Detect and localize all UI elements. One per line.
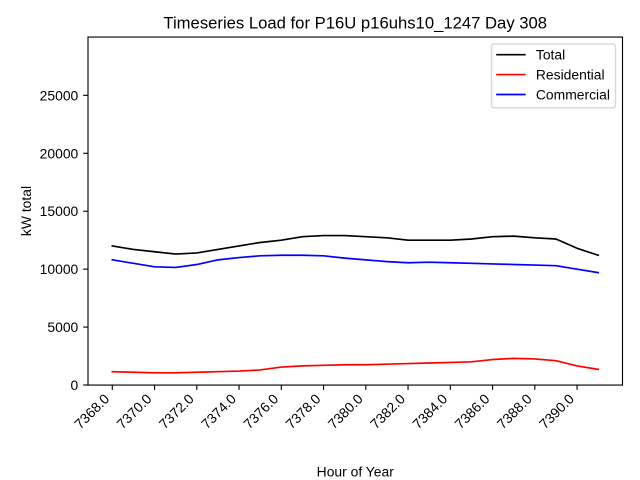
svg-text:20000: 20000 bbox=[40, 145, 79, 161]
svg-text:25000: 25000 bbox=[40, 87, 79, 103]
svg-text:Residential: Residential bbox=[536, 66, 605, 82]
svg-text:kW total: kW total bbox=[18, 186, 34, 236]
svg-text:5000: 5000 bbox=[47, 319, 78, 335]
svg-text:Timeseries Load for P16U p16uh: Timeseries Load for P16U p16uhs10_1247 D… bbox=[163, 14, 547, 33]
svg-text:0: 0 bbox=[71, 377, 79, 393]
svg-text:10000: 10000 bbox=[40, 261, 79, 277]
svg-text:15000: 15000 bbox=[40, 203, 79, 219]
svg-text:Total: Total bbox=[536, 47, 565, 63]
svg-text:Commercial: Commercial bbox=[536, 86, 610, 102]
svg-text:Hour of Year: Hour of Year bbox=[317, 464, 395, 480]
